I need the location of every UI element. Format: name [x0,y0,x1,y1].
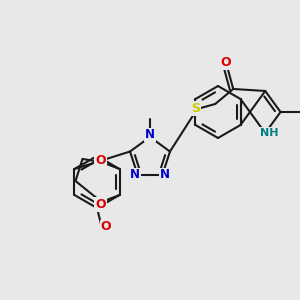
Text: NH: NH [260,128,278,138]
Text: O: O [95,154,106,166]
Text: O: O [95,197,106,211]
Text: O: O [220,56,231,70]
Text: N: N [145,128,155,142]
Text: O: O [101,220,111,233]
Text: N: N [130,169,140,182]
Text: S: S [191,103,200,116]
Text: N: N [160,169,170,182]
